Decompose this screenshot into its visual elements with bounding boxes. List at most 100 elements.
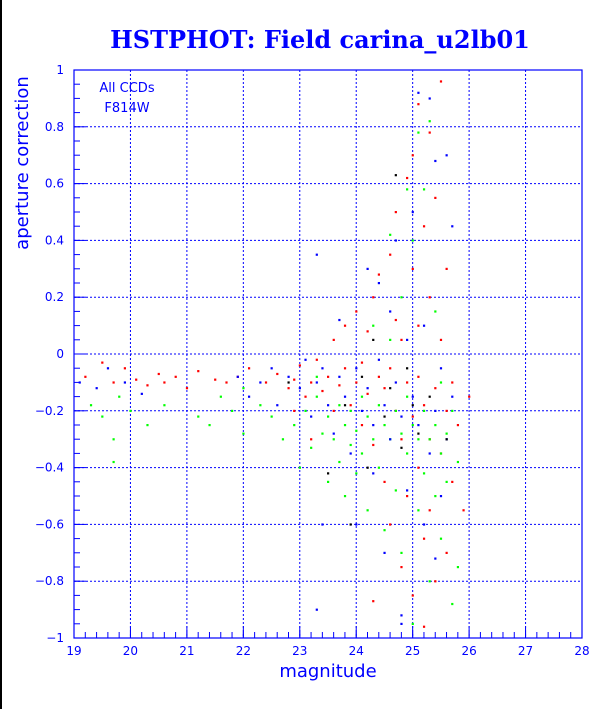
data-point-blue: [377, 282, 380, 285]
data-point-black: [445, 438, 448, 441]
data-point-red: [327, 375, 330, 378]
data-point-red: [434, 580, 437, 583]
data-point-green: [293, 424, 296, 427]
data-point-blue: [389, 310, 392, 313]
data-point-green: [343, 495, 347, 498]
data-point-red: [389, 523, 392, 526]
data-point-blue: [428, 452, 431, 455]
data-point-red: [123, 367, 126, 370]
data-point-red: [377, 375, 380, 378]
data-point-blue: [394, 239, 397, 242]
data-point-blue: [247, 395, 251, 398]
data-point-green: [112, 438, 115, 441]
data-point-green: [327, 480, 330, 483]
data-point-green: [383, 424, 386, 427]
data-point-red: [411, 267, 414, 270]
data-point-black: [343, 404, 347, 407]
data-point-red: [451, 381, 454, 384]
data-point-blue: [434, 557, 437, 560]
data-point-green: [406, 188, 409, 191]
data-point-red: [157, 372, 160, 376]
data-point-red: [355, 310, 358, 313]
data-point-red: [389, 367, 392, 370]
data-point-blue: [259, 381, 262, 384]
data-point-green: [366, 509, 369, 512]
data-point-red: [366, 330, 369, 333]
data-point-green: [434, 310, 437, 313]
data-point-red: [383, 387, 386, 390]
data-point-green: [439, 537, 443, 540]
data-point-red: [84, 375, 87, 378]
data-point-blue: [140, 392, 143, 395]
data-point-green: [349, 443, 352, 447]
data-point-green: [298, 466, 301, 469]
data-point-blue: [400, 415, 403, 418]
data-point-red: [174, 375, 177, 378]
data-point-red: [276, 372, 279, 376]
x-tick-label: 24: [349, 644, 364, 658]
data-point-red: [310, 438, 313, 441]
data-point-red: [304, 395, 307, 398]
data-point-green: [310, 446, 313, 449]
data-point-red: [101, 361, 104, 364]
data-point-blue: [360, 409, 364, 412]
data-point-blue: [411, 211, 414, 214]
data-point-red: [394, 211, 397, 214]
y-tick-label: 0: [56, 347, 64, 361]
data-point-blue: [406, 338, 409, 341]
data-point-blue: [394, 381, 397, 384]
axis-ticks: [73, 69, 583, 639]
y-tick-label: −0.8: [35, 574, 64, 588]
data-point-red: [360, 361, 364, 364]
data-point-green: [406, 452, 409, 455]
data-point-red: [445, 409, 448, 412]
y-tick-label: −1: [46, 631, 64, 645]
data-point-green: [422, 409, 426, 412]
data-point-green: [118, 395, 121, 398]
data-point-green: [219, 395, 222, 398]
data-point-red: [400, 438, 403, 441]
data-point-blue: [428, 97, 431, 100]
data-point-blue: [434, 409, 437, 412]
data-point-blue: [315, 608, 318, 611]
data-point-green: [411, 622, 414, 625]
data-point-red: [456, 424, 460, 427]
data-point-blue: [338, 318, 341, 322]
data-point-red: [321, 389, 324, 393]
data-point-green: [101, 415, 104, 418]
x-tick-label: 21: [179, 644, 194, 658]
data-point-blue: [106, 367, 110, 370]
data-point-green: [445, 480, 448, 483]
data-point-green: [394, 489, 397, 492]
data-point-green: [439, 452, 443, 455]
data-point-green: [315, 375, 318, 378]
data-point-green: [360, 452, 364, 455]
data-point-green: [338, 460, 341, 464]
x-tick-label: 20: [123, 644, 138, 658]
data-point-green: [422, 188, 426, 191]
data-point-red: [185, 387, 189, 390]
x-tick-label: 22: [236, 644, 251, 658]
data-point-red: [349, 404, 352, 407]
data-point-blue: [406, 489, 409, 492]
data-point-blue: [422, 523, 426, 526]
data-point-blue: [383, 551, 386, 554]
data-point-green: [242, 432, 245, 435]
data-point-blue: [372, 424, 375, 427]
data-point-black: [327, 472, 330, 475]
data-point-blue: [451, 225, 454, 228]
data-point-red: [434, 387, 437, 390]
data-point-black: [349, 523, 352, 526]
data-point-green: [360, 395, 364, 398]
data-point-red: [406, 176, 409, 180]
data-point-red: [411, 594, 414, 597]
data-point-blue: [327, 404, 330, 407]
y-tick-label: 0.6: [45, 177, 64, 191]
chart-title: HSTPHOT: Field carina_u2lb01: [110, 25, 530, 54]
data-point-green: [372, 324, 375, 327]
data-point-red: [310, 381, 313, 384]
data-point-red: [389, 253, 392, 256]
data-point-blue: [310, 415, 313, 418]
data-point-black: [372, 338, 375, 341]
